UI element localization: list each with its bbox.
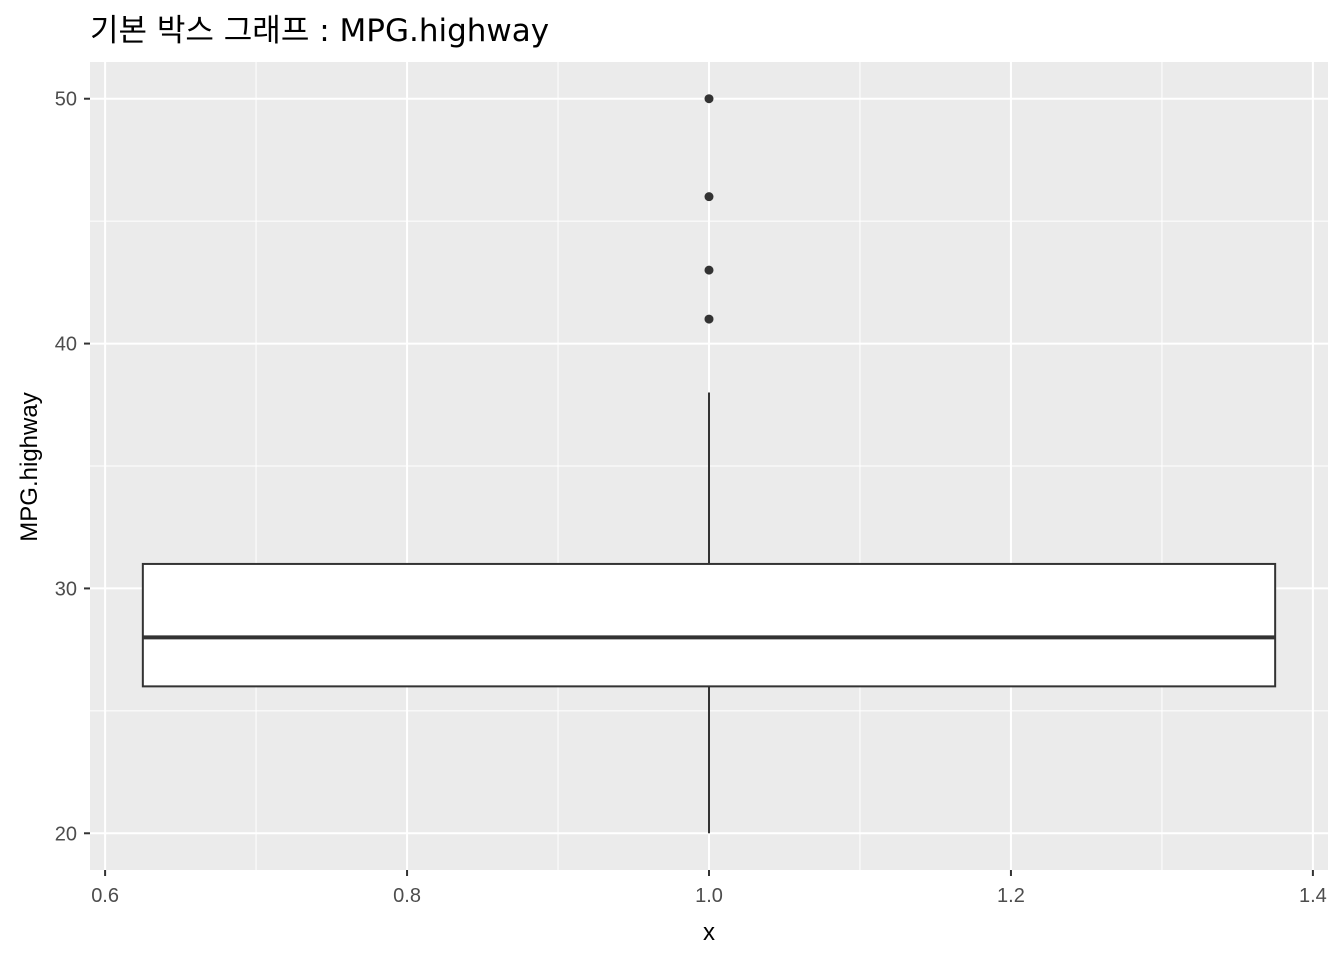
y-tick-label: 50 xyxy=(55,89,77,111)
x-tick-label: 1.4 xyxy=(1299,885,1327,907)
x-axis-title: x xyxy=(703,919,715,946)
box-marks xyxy=(141,94,1277,834)
outlier-point xyxy=(704,265,714,275)
chart-title: 기본 박스 그래프 : MPG.highway xyxy=(90,13,549,49)
outlier-point xyxy=(704,314,714,324)
x-tick-label: 1.2 xyxy=(997,885,1025,907)
y-tick-label: 40 xyxy=(55,334,77,356)
x-axis: 0.6 0.8 1.0 1.2 1.4 xyxy=(91,870,1327,907)
x-tick-label: 0.6 xyxy=(91,885,119,907)
x-tick-label: 1.0 xyxy=(695,885,723,907)
x-tick-label: 0.8 xyxy=(393,885,421,907)
outlier-point xyxy=(704,192,714,202)
iqr-box xyxy=(141,562,1277,688)
y-tick-label: 20 xyxy=(55,823,77,845)
outlier-point xyxy=(704,94,714,104)
y-axis-title: MPG.highway xyxy=(16,392,43,541)
y-tick-label: 30 xyxy=(55,578,77,600)
y-axis: 20 30 40 50 xyxy=(55,89,90,845)
